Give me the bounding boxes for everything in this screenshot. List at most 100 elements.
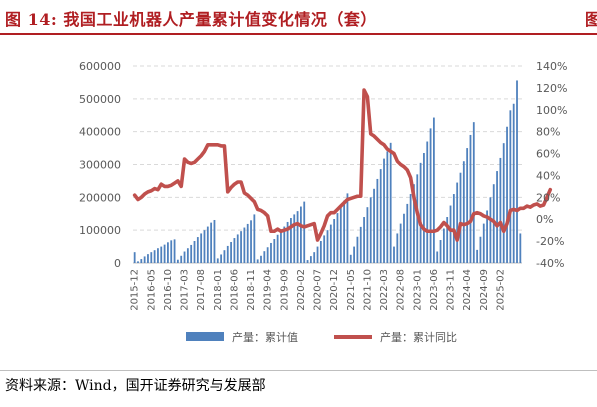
left-axis-tick-labels: 600000 500000 400000 300000 200000 100000 0 [79, 60, 121, 270]
x-tick-label: 2023-11 [446, 269, 457, 311]
bar [176, 259, 179, 263]
right-tick-label: 120% [536, 82, 567, 95]
bar [509, 110, 512, 263]
bar [306, 260, 309, 263]
bar [183, 251, 186, 263]
bar [300, 206, 302, 263]
bar [389, 142, 392, 263]
bar [479, 236, 482, 263]
x-tick-label: 2023-01 [412, 269, 423, 311]
bar [290, 218, 292, 263]
bar [462, 161, 465, 263]
bar [489, 197, 492, 263]
bar [363, 217, 365, 263]
right-tick-label: -40% [536, 257, 564, 270]
x-tick-label: 2021-10 [362, 269, 373, 311]
bar [476, 249, 479, 263]
bar [170, 240, 173, 263]
bar [432, 117, 435, 263]
bar [250, 220, 252, 263]
x-tick-label: 2019-09 [279, 269, 290, 311]
x-tick-label: 2017-03 [180, 269, 191, 311]
bar [516, 80, 518, 263]
bar [446, 217, 449, 263]
bar [276, 234, 279, 263]
bar [316, 246, 319, 263]
bar [496, 171, 498, 263]
left-tick-label: 100000 [79, 224, 121, 237]
bar [413, 184, 415, 263]
bar [406, 203, 409, 263]
left-tick-label: 300000 [79, 159, 121, 172]
x-tick-label: 2023-06 [429, 269, 440, 311]
x-tick-label: 2021-05 [346, 269, 357, 311]
bar [369, 197, 372, 263]
bar [426, 141, 429, 263]
left-tick-label: 600000 [79, 60, 121, 73]
x-tick-label: 2020-02 [296, 269, 307, 311]
bar [346, 193, 349, 263]
bar [293, 214, 296, 263]
bar [356, 236, 359, 263]
bar [466, 148, 469, 263]
right-tick-label: 0% [536, 213, 553, 226]
bar [386, 151, 389, 263]
bar [163, 244, 166, 263]
x-tick-label: 2022-08 [396, 269, 407, 311]
right-tick-label: -20% [536, 235, 564, 248]
bar [213, 219, 216, 263]
bar [256, 259, 259, 263]
bar [326, 230, 329, 263]
bar [366, 207, 369, 263]
bar [143, 256, 146, 263]
bar [442, 228, 445, 263]
right-axis-tick-labels: 140% 120% 100% 80% 60% 40% 20% 0% -20% -40% [536, 60, 567, 270]
left-tick-label: 200000 [79, 191, 121, 204]
x-tick-label: 2024-04 [462, 269, 473, 311]
x-tick-label: 2022-03 [379, 269, 390, 311]
bar [236, 234, 239, 263]
bar [376, 178, 379, 263]
bar [506, 126, 508, 264]
right-tick-label: 20% [536, 191, 560, 204]
bar [379, 169, 382, 263]
bar [270, 242, 272, 263]
figure-title: 图 14: 我国工业机器人产量累计值变化情况（套） [5, 10, 377, 29]
bar [226, 245, 229, 263]
bar [502, 143, 505, 263]
bar [353, 246, 355, 263]
bar [260, 255, 262, 263]
bar [399, 223, 402, 263]
left-tick-label: 500000 [79, 93, 121, 106]
bar [193, 241, 196, 263]
left-tick-label: 400000 [79, 126, 121, 139]
bar [137, 261, 139, 263]
bar [240, 231, 242, 263]
bar [296, 211, 299, 263]
bar [472, 122, 475, 264]
legend-label-line: 产量：累计同比 [380, 330, 457, 344]
bar [243, 227, 246, 263]
x-tick-label: 2019-04 [263, 269, 274, 311]
bar [266, 247, 269, 263]
bar [280, 230, 282, 263]
bar [303, 201, 306, 263]
bar [309, 256, 312, 263]
bar [419, 162, 422, 263]
x-tick-label: 2015-12 [130, 269, 141, 311]
bar [206, 226, 209, 263]
x-axis-tick-labels: 2015-12 2016-05 2016-10 2017-03 2017-08 2018-… [130, 269, 507, 311]
bar [167, 242, 169, 263]
bar-series [133, 80, 522, 264]
x-tick-label: 2017-08 [196, 269, 207, 311]
bar [286, 221, 289, 263]
bar [273, 239, 276, 263]
bar [512, 103, 515, 263]
x-tick-label: 2018-01 [213, 269, 224, 311]
bar [403, 213, 405, 263]
right-tick-label: 80% [536, 126, 560, 139]
x-tick-label: 2018-11 [246, 269, 257, 311]
bar [210, 222, 213, 263]
bar [319, 241, 322, 263]
x-tick-label: 2020-12 [329, 269, 340, 311]
